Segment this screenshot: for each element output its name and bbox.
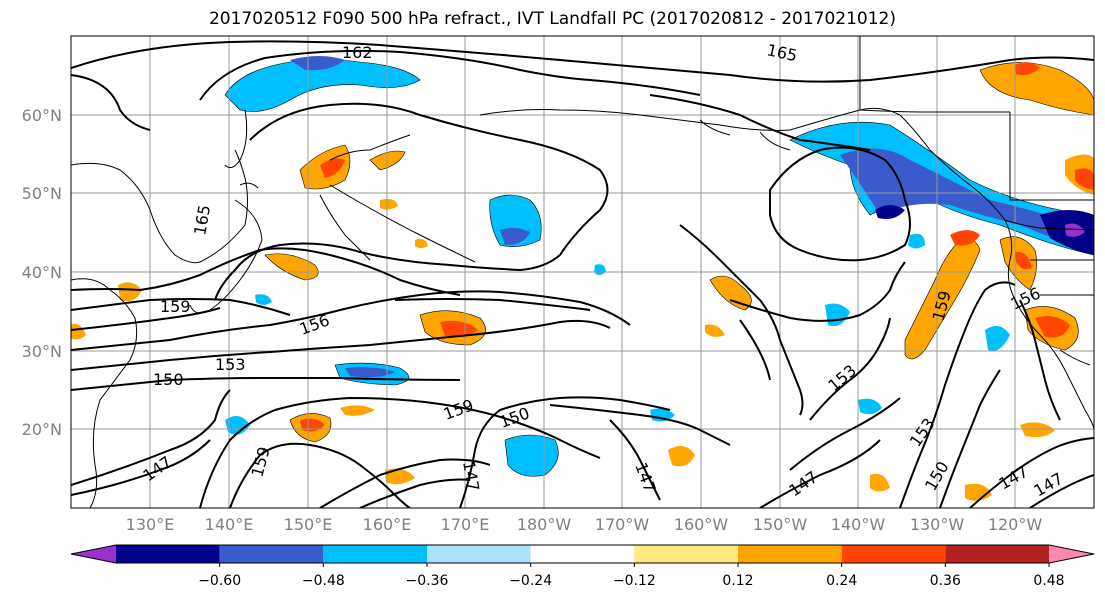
lon-label: 140°W [831,515,886,534]
colorbar-segment [841,545,946,563]
lat-label: 60°N [22,106,62,125]
lon-label: 130°E [126,515,175,534]
lon-label: 170°W [595,515,650,534]
colorbar-segment [945,545,1049,563]
lon-label: 130°W [910,515,965,534]
lon-label: 120°W [988,515,1043,534]
colorbar-segment [219,545,324,563]
colorbar: −0.60 −0.48 −0.36 −0.24 −0.12 0.12 0.24 0.36 0.4… [70,544,1095,589]
colorbar-tick-label: −0.60 [198,573,241,589]
colorbar-tick-label: 0.48 [1033,573,1064,589]
lon-label: 150°E [284,515,333,534]
colorbar-extend-high [1049,545,1094,563]
shaded-field [71,56,1094,501]
map-frame [70,35,1095,509]
lat-label: 50°N [22,184,62,203]
colorbar-tick-label: −0.36 [406,573,449,589]
lon-label: 150°W [753,515,808,534]
colorbar-tick-label: 0.12 [722,573,753,589]
lon-label: 170°E [441,515,490,534]
colorbar-tick-label: −0.48 [302,573,345,589]
lon-label: 140°E [205,515,254,534]
latitude-labels: 60°N 50°N 40°N 30°N 20°N [22,106,62,439]
colorbar-tick-label: −0.24 [509,573,552,589]
colorbar-segment [427,545,531,563]
contour-label: 162 [342,43,373,62]
lon-label: 160°E [363,515,412,534]
map-area: 162 165 165 159 156 153 150 147 159 159 … [71,36,1094,508]
colorbar-outline [70,544,1095,564]
lat-label: 30°N [22,342,62,361]
colorbar-segment [116,545,220,563]
lon-label: 160°W [674,515,729,534]
contour-label: 159 [160,297,191,316]
colorbar-tick-label: −0.12 [613,573,656,589]
colorbar-tick-label: 0.36 [930,573,961,589]
map-title: 2017020512 F090 500 hPa refract., IVT La… [208,9,896,29]
contour-label: 153 [215,355,246,374]
colorbar-segment [634,545,738,563]
coastlines [71,36,1094,508]
lat-label: 20°N [22,420,62,439]
colorbar-segment [738,545,842,563]
colorbar-segment [530,545,635,563]
colorbar-segment [323,545,427,563]
contour-label: 150 [153,370,184,389]
colorbar-tick-label: 0.24 [826,573,857,589]
graticule [71,36,1094,508]
longitude-labels: 130°E 140°E 150°E 160°E 170°E 180°W 170°… [126,515,1043,534]
height-contours [71,40,1094,508]
lon-label: 180°W [517,515,572,534]
colorbar-extend-low [71,545,116,563]
lat-label: 40°N [22,263,62,282]
